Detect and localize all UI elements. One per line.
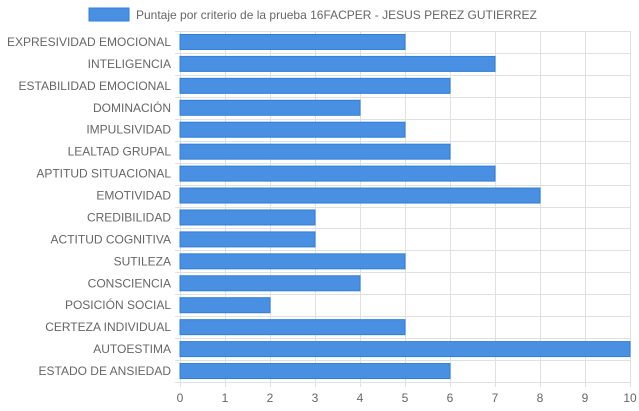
legend[interactable]: Puntaje por criterio de la prueba 16FACP… <box>88 7 537 22</box>
bar[interactable] <box>179 231 316 248</box>
category-label: ESTADO DE ANSIEDAD <box>39 364 172 378</box>
category-label: AUTOESTIMA <box>93 342 171 356</box>
category-label: LEALTAD GRUPAL <box>68 145 172 159</box>
category-label: CREDIBILIDAD <box>87 210 171 224</box>
bar[interactable] <box>179 77 451 94</box>
category-label: POSICIÓN SOCIAL <box>65 297 171 312</box>
category-label: SUTILEZA <box>114 254 171 268</box>
bar[interactable] <box>179 33 406 50</box>
bar[interactable] <box>179 209 316 226</box>
bar[interactable] <box>179 253 406 270</box>
bar[interactable] <box>179 165 496 182</box>
category-label: IMPULSIVIDAD <box>86 123 171 137</box>
category-label: APTITUD SITUACIONAL <box>36 167 171 181</box>
x-tick-label: 9 <box>582 391 589 405</box>
category-label: DOMINACIÓN <box>93 100 171 115</box>
bar[interactable] <box>179 121 406 138</box>
legend-label[interactable]: Puntaje por criterio de la prueba 16FACP… <box>136 8 537 22</box>
category-label: INTELIGENCIA <box>88 57 171 71</box>
bar[interactable] <box>179 187 541 204</box>
x-axis-tick-labels: 0 1 2 3 4 5 6 7 8 9 10 <box>177 391 637 405</box>
x-tick-label: 8 <box>537 391 544 405</box>
x-tick-label: 0 <box>177 391 184 405</box>
bar[interactable] <box>179 55 496 72</box>
x-tick-label: 2 <box>267 391 274 405</box>
bar[interactable] <box>179 319 406 336</box>
category-labels: EXPRESIVIDAD EMOCIONAL INTELIGENCIA ESTABI… <box>7 35 171 378</box>
category-label: EXPRESIVIDAD EMOCIONAL <box>7 35 171 49</box>
category-label: CERTEZA INDIVIDUAL <box>45 320 171 334</box>
x-tick-label: 7 <box>492 391 499 405</box>
category-label: ACTITUD COGNITIVA <box>51 232 171 246</box>
bar[interactable] <box>179 143 451 160</box>
bar[interactable] <box>179 297 271 314</box>
legend-swatch[interactable] <box>88 7 130 22</box>
x-tick-label: 6 <box>447 391 454 405</box>
bars <box>179 33 631 380</box>
x-tick-label: 1 <box>222 391 229 405</box>
category-label: CONSCIENCIA <box>88 276 171 290</box>
category-label: ESTABILIDAD EMOCIONAL <box>19 79 172 93</box>
category-label: EMOTIVIDAD <box>96 189 171 203</box>
x-tick-label: 5 <box>402 391 409 405</box>
x-tick-label: 3 <box>312 391 319 405</box>
bar[interactable] <box>179 363 451 380</box>
x-tick-label: 10 <box>623 391 637 405</box>
x-tick-label: 4 <box>357 391 364 405</box>
bar[interactable] <box>179 99 361 116</box>
bar[interactable] <box>179 341 631 358</box>
bar[interactable] <box>179 275 361 292</box>
